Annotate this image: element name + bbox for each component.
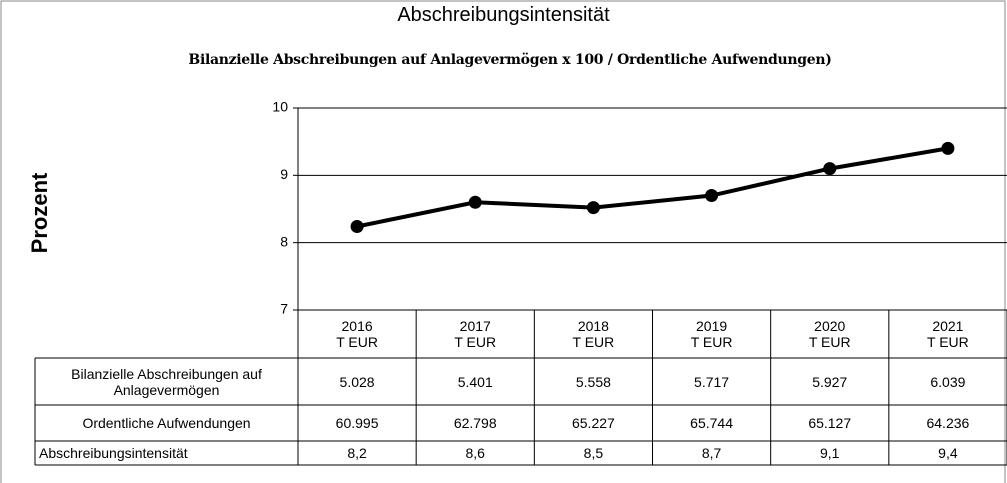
x-tick-label: 2021 T EUR — [889, 310, 1007, 358]
table-cell: 5.927 — [812, 373, 848, 390]
line-marker — [705, 189, 719, 203]
row-label: Ordentliche Aufwendungen — [82, 415, 251, 431]
chart-title: Abschreibungsintensität — [397, 4, 610, 26]
data-label: 8,5 — [583, 445, 604, 461]
category-unit: T EUR — [690, 334, 733, 350]
table-cell: 5.401 — [457, 373, 493, 390]
line-marker — [823, 162, 837, 176]
table-cell: 65.127 — [808, 415, 852, 431]
line-marker — [586, 201, 600, 215]
x-tick-label: 2019 T EUR — [653, 310, 771, 358]
table-cell: 5.028 — [339, 373, 375, 390]
table-cell: 60.995 — [335, 415, 379, 431]
category-year: 2018 — [577, 318, 609, 334]
category-year: 2020 — [814, 318, 846, 334]
line-marker — [350, 220, 364, 234]
category-year: 2016 — [341, 318, 373, 334]
y-axis-label: Prozent — [27, 172, 52, 254]
line-marker — [468, 195, 482, 209]
category-unit: T EUR — [808, 334, 851, 350]
chart-subtitle: Bilanzielle Abschreibungen auf Anlagever… — [188, 52, 832, 68]
data-label: 9,1 — [820, 445, 840, 461]
data-label: 8,2 — [347, 445, 367, 461]
y-tick-label: 8 — [280, 233, 288, 249]
category-year: 2021 — [932, 318, 964, 334]
x-tick-label: 2018 T EUR — [534, 310, 652, 358]
y-tick-label: 10 — [272, 99, 288, 115]
category-year: 2019 — [696, 318, 728, 334]
data-label: 8,7 — [701, 445, 722, 461]
table-cell: 65.227 — [571, 415, 615, 431]
row-label: Bilanzielle Abschreibungen auf Anlagever… — [71, 365, 262, 398]
table-cell: 5.717 — [694, 373, 730, 390]
y-tick-label: 9 — [280, 166, 288, 182]
category-unit: T EUR — [336, 334, 378, 350]
line-series — [356, 146, 949, 229]
line-marker — [941, 141, 955, 155]
row-label: Abschreibungsintensität — [39, 445, 188, 461]
table-cell: 64.236 — [926, 415, 970, 431]
data-label: 9,4 — [938, 445, 958, 461]
y-tick-label: 7 — [280, 301, 288, 317]
category-unit: T EUR — [572, 334, 615, 350]
category-unit: T EUR — [927, 334, 969, 350]
table-cell: 62.798 — [453, 415, 497, 431]
x-tick-label: 2020 T EUR — [771, 310, 889, 358]
table-cell: 5.558 — [575, 373, 611, 390]
table-cell: 65.744 — [690, 415, 733, 431]
category-year: 2017 — [459, 318, 491, 334]
data-label: 8,6 — [465, 445, 485, 461]
x-tick-label: 2017 T EUR — [416, 310, 534, 358]
x-tick-label: 2016 T EUR — [298, 310, 416, 358]
table-cell: 6.039 — [930, 373, 966, 390]
category-unit: T EUR — [454, 334, 497, 350]
